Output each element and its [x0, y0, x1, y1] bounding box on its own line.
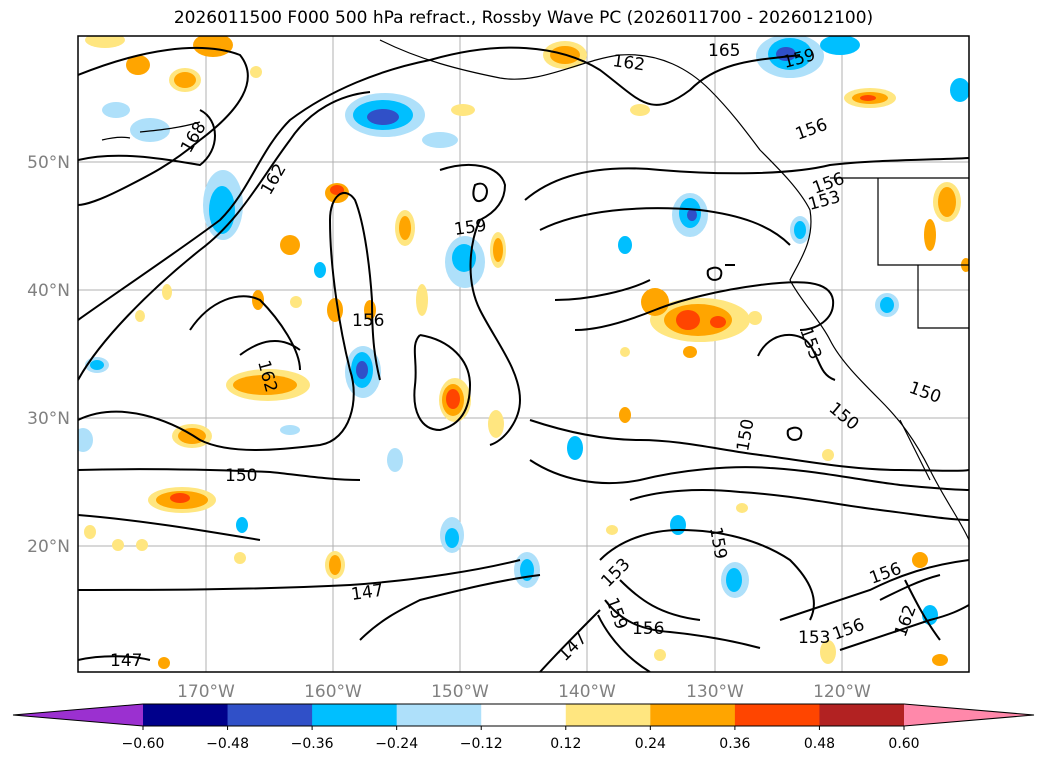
lon-label: 130°W — [686, 682, 744, 702]
colorbar-tick-label: 0.60 — [888, 736, 919, 752]
colorbar-swatch — [819, 704, 905, 726]
colorbar-swatch — [143, 704, 229, 726]
colorbar-extend-max — [904, 704, 1034, 726]
colorbar-tick-label: −0.24 — [375, 736, 418, 752]
map-border — [77, 35, 970, 673]
colorbar-swatch — [396, 704, 482, 726]
colorbar-swatch — [227, 704, 313, 726]
lon-label: 160°W — [304, 682, 362, 702]
colorbar-swatch — [650, 704, 736, 726]
colorbar-tick-label: 0.36 — [719, 736, 750, 752]
contour-label: 165 — [708, 41, 740, 61]
contour-label: 162 — [611, 51, 646, 75]
longitude-labels: 170°W 160°W 150°W 140°W 130°W 120°W — [177, 682, 871, 702]
lon-label: 150°W — [431, 682, 489, 702]
colorbar-swatch — [481, 704, 567, 726]
colorbar-tick-label: −0.60 — [122, 736, 165, 752]
contour-label: 156 — [632, 619, 664, 639]
lon-label: 120°W — [813, 682, 871, 702]
contour-lines — [78, 46, 969, 672]
lat-label: 40°N — [27, 281, 70, 301]
colorbar: −0.60 −0.48 −0.36 −0.24 −0.12 0.12 0.24 0.36 0.4… — [12, 703, 1035, 752]
lon-label: 140°W — [558, 682, 616, 702]
colorbar-tick-label: −0.12 — [460, 736, 503, 752]
colorbar-extend-min — [13, 704, 143, 726]
contour-label: 147 — [110, 651, 142, 671]
coastlines — [101, 39, 969, 541]
colorbar-tick-label: 0.24 — [635, 736, 666, 752]
lat-label: 30°N — [27, 409, 70, 429]
graticule — [78, 36, 969, 672]
colorbar-swatch — [565, 704, 651, 726]
contour-label: 150 — [225, 466, 257, 486]
shaded-fields — [78, 36, 969, 669]
colorbar-tick-label: −0.48 — [206, 736, 249, 752]
latitude-labels: 50°N 40°N 30°N 20°N — [27, 153, 70, 557]
contour-label: 159 — [453, 216, 488, 240]
lat-label: 20°N — [27, 537, 70, 557]
colorbar-swatch — [312, 704, 398, 726]
colorbar-tick-label: 0.48 — [804, 736, 835, 752]
colorbar-tick-label: 0.12 — [550, 736, 581, 752]
map-title: 2026011500 F000 500 hPa refract., Rossby… — [173, 8, 874, 28]
colorbar-tick-label: −0.36 — [291, 736, 334, 752]
lat-label: 50°N — [27, 153, 70, 173]
contour-label: 147 — [350, 581, 385, 605]
colorbar-swatch — [734, 704, 820, 726]
lon-label: 170°W — [177, 682, 235, 702]
contour-label: 156 — [352, 311, 384, 331]
contour-label: 153 — [798, 628, 830, 648]
